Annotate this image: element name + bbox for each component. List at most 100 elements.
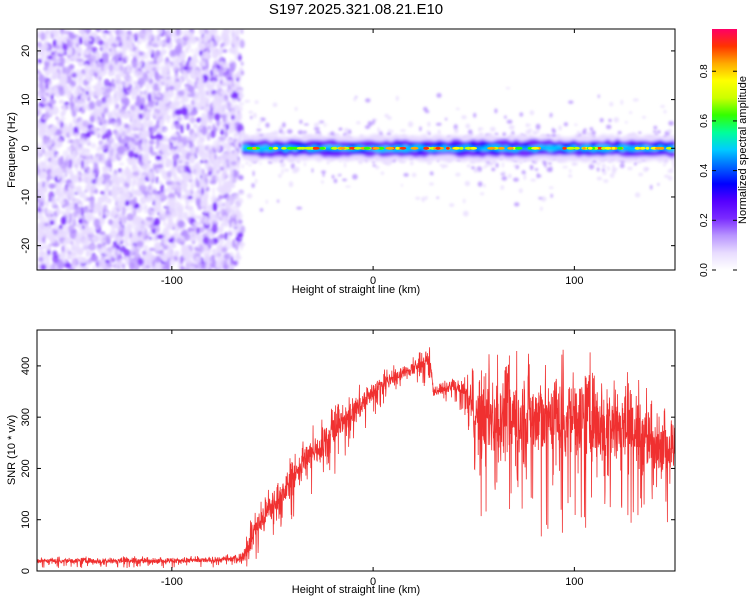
halo-spot bbox=[652, 130, 657, 133]
noise-spot bbox=[226, 67, 230, 74]
noise-spot bbox=[128, 140, 132, 149]
halo-spot bbox=[588, 163, 595, 170]
halo-spot bbox=[649, 184, 653, 190]
spectrogram-y-tick-label: 10 bbox=[20, 93, 32, 105]
noise-spot bbox=[156, 163, 164, 169]
halo-spot bbox=[272, 102, 278, 108]
noise-spot bbox=[144, 95, 149, 100]
halo-spot bbox=[372, 164, 377, 167]
halo-spot bbox=[254, 178, 258, 184]
noise-spot bbox=[59, 29, 65, 36]
noise-spot bbox=[163, 128, 167, 132]
noise-spot bbox=[210, 35, 218, 39]
noise-spot bbox=[94, 39, 97, 44]
noise-spot bbox=[212, 68, 218, 75]
noise-spot bbox=[37, 195, 41, 200]
halo-spot bbox=[364, 125, 371, 129]
halo-spot bbox=[454, 128, 459, 134]
halo-spot bbox=[466, 164, 471, 168]
noise-spot bbox=[235, 160, 241, 166]
noise-spot bbox=[224, 166, 228, 176]
noise-spot bbox=[140, 153, 146, 161]
noise-spot bbox=[133, 68, 139, 76]
noise-spot bbox=[106, 150, 112, 158]
noise-spot bbox=[47, 80, 53, 87]
halo-spot bbox=[331, 174, 335, 179]
noise-spot bbox=[168, 138, 171, 143]
noise-spot bbox=[40, 263, 47, 270]
noise-spot bbox=[37, 186, 45, 191]
noise-spot bbox=[236, 89, 244, 94]
noise-spot bbox=[109, 31, 113, 37]
noise-spot bbox=[50, 51, 56, 55]
halo-spot bbox=[494, 108, 498, 114]
noise-spot bbox=[186, 142, 190, 150]
halo-spot bbox=[252, 170, 255, 177]
noise-spot bbox=[158, 144, 166, 151]
noise-spot bbox=[77, 150, 80, 156]
halo-spot bbox=[313, 126, 320, 131]
noise-spot bbox=[211, 39, 214, 49]
halo-spot bbox=[444, 117, 448, 121]
noise-spot bbox=[117, 107, 121, 112]
noise-spot bbox=[141, 132, 146, 139]
halo-spot bbox=[251, 183, 255, 188]
halo-spot bbox=[429, 182, 434, 186]
noise-spot bbox=[84, 63, 89, 73]
noise-spot bbox=[158, 118, 166, 123]
noise-spot bbox=[193, 77, 200, 83]
noise-spot bbox=[155, 176, 159, 184]
noise-spot bbox=[123, 249, 131, 257]
noise-spot bbox=[205, 80, 210, 87]
noise-spot bbox=[202, 173, 208, 183]
noise-spot bbox=[63, 67, 71, 75]
halo-spot bbox=[586, 131, 593, 137]
halo-spot bbox=[660, 105, 665, 108]
noise-spot bbox=[37, 204, 41, 214]
halo-spot bbox=[515, 164, 519, 170]
noise-spot bbox=[132, 33, 138, 38]
noise-spot bbox=[52, 71, 60, 80]
noise-spot bbox=[73, 89, 81, 97]
noise-spot bbox=[51, 29, 58, 35]
noise-spot bbox=[70, 81, 77, 87]
halo-spot bbox=[254, 100, 259, 104]
halo-spot bbox=[326, 161, 330, 165]
noise-spot bbox=[129, 132, 136, 138]
noise-spot bbox=[186, 123, 190, 131]
noise-spot bbox=[133, 152, 139, 158]
noise-spot bbox=[141, 110, 145, 119]
noise-spot bbox=[189, 58, 197, 68]
noise-spot bbox=[130, 187, 135, 195]
noise-spot bbox=[78, 29, 85, 35]
noise-spot bbox=[230, 161, 237, 166]
noise-spot bbox=[65, 57, 71, 64]
noise-spot bbox=[98, 117, 105, 124]
halo-spot bbox=[461, 115, 467, 120]
halo-spot bbox=[609, 173, 615, 178]
noise-spot bbox=[40, 112, 43, 116]
noise-spot bbox=[95, 146, 101, 153]
noise-spot bbox=[64, 30, 72, 35]
halo-spot bbox=[303, 123, 309, 126]
noise-spot bbox=[126, 213, 134, 222]
noise-spot bbox=[87, 168, 92, 173]
noise-spot bbox=[37, 239, 43, 243]
halo-spot bbox=[571, 162, 576, 166]
noise-spot bbox=[189, 116, 196, 124]
halo-spot bbox=[664, 159, 669, 164]
noise-spot bbox=[191, 146, 196, 153]
carrier-peak bbox=[640, 146, 646, 150]
noise-spot bbox=[153, 83, 159, 92]
noise-spot bbox=[201, 187, 204, 196]
noise-spot bbox=[228, 195, 233, 205]
halo-spot bbox=[502, 162, 504, 168]
noise-spot bbox=[141, 180, 145, 186]
noise-spot bbox=[68, 224, 75, 233]
noise-spot bbox=[219, 255, 223, 265]
noise-spot bbox=[105, 182, 110, 192]
noise-spot bbox=[155, 122, 160, 129]
noise-spot bbox=[179, 52, 186, 62]
noise-spot bbox=[154, 71, 159, 81]
noise-spot bbox=[95, 63, 101, 69]
